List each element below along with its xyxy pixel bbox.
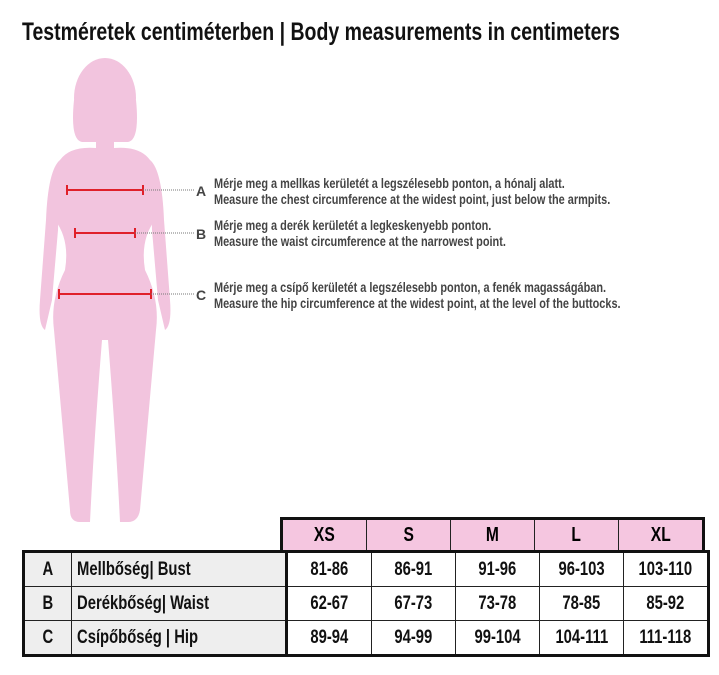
row-key: C [23, 620, 72, 656]
row-key: A [23, 551, 72, 587]
note-chest: Mérje meg a mellkas kerületét a legszéle… [214, 175, 611, 207]
marker-c: C [196, 287, 207, 303]
row-label: Mellbőség| Bust [71, 551, 288, 587]
cell: 85-92 [623, 586, 709, 621]
cell: 67-73 [371, 586, 456, 621]
size-s: S [366, 518, 451, 553]
size-l: L [534, 518, 619, 553]
cell: 86-91 [371, 551, 456, 587]
note-hip: Mérje meg a csípő kerületét a legszélese… [214, 279, 621, 311]
size-xl: XL [618, 518, 704, 553]
note-waist: Mérje meg a derék kerületét a legkeskeny… [214, 217, 506, 249]
cell: 103-110 [623, 551, 709, 587]
size-header: XS S M L XL [280, 517, 705, 554]
page-title: Testméretek centiméterben | Body measure… [22, 18, 620, 46]
marker-a: A [196, 183, 207, 199]
marker-b: B [196, 226, 207, 242]
cell: 96-103 [539, 551, 624, 587]
cell: 89-94 [286, 620, 372, 656]
cell: 111-118 [623, 620, 709, 656]
size-table: A Mellbőség| Bust 81-86 86-91 91-96 96-1… [22, 550, 710, 657]
cell: 99-104 [455, 620, 540, 656]
cell: 104-111 [539, 620, 624, 656]
cell: 78-85 [539, 586, 624, 621]
size-m: M [450, 518, 535, 553]
cell: 91-96 [455, 551, 540, 587]
cell: 62-67 [286, 586, 372, 621]
table-row: A Mellbőség| Bust 81-86 86-91 91-96 96-1… [23, 551, 709, 587]
size-xs: XS [281, 518, 367, 553]
body-silhouette [39, 58, 195, 522]
row-label: Csípőbőség | Hip [71, 620, 288, 656]
row-label: Derékbőség| Waist [71, 586, 288, 621]
cell: 73-78 [455, 586, 540, 621]
cell: 94-99 [371, 620, 456, 656]
table-row: C Csípőbőség | Hip 89-94 94-99 99-104 10… [23, 620, 709, 656]
row-key: B [23, 586, 72, 621]
cell: 81-86 [286, 551, 372, 587]
table-row: B Derékbőség| Waist 62-67 67-73 73-78 78… [23, 586, 709, 621]
